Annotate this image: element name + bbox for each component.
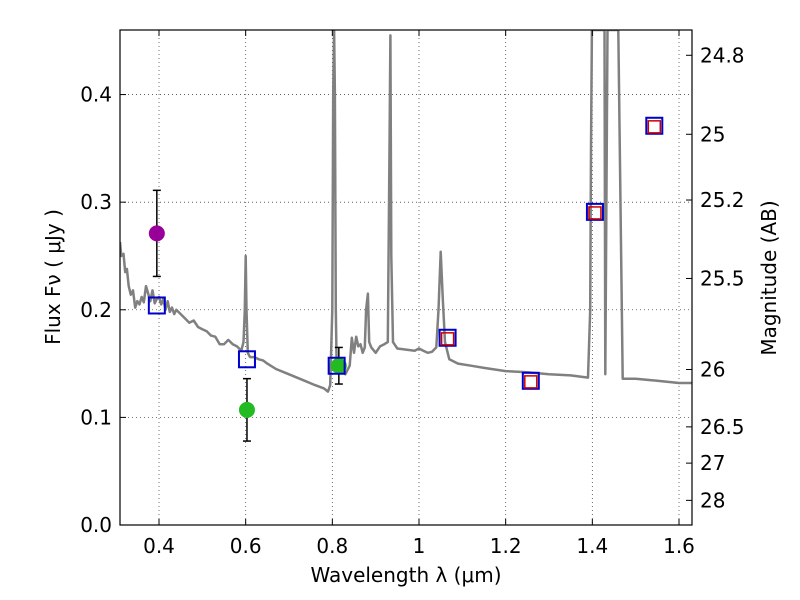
model-spectrum-line [120,30,692,393]
photometry-point [238,401,255,418]
y2-axis-label: Magnitude (AB) [757,200,781,355]
x-tick-label: 0.4 [143,534,175,558]
y-tick-label: 0.1 [80,405,112,429]
x-tick-label: 1.4 [576,534,608,558]
plot-area [120,30,692,393]
model-photometry-square [147,296,166,315]
photometry-point [148,225,165,242]
y2-tick-label: 25.2 [700,188,745,212]
measured-photometry-square [647,120,662,134]
model-photometry-square [438,328,457,347]
y-tick-label: 0.0 [80,513,112,537]
measured-photometry-square [440,332,455,346]
y2-tick-label: 26.5 [700,415,745,439]
y2-tick-label: 25 [700,122,725,146]
model-photometry-square [521,371,540,390]
model-photometry-square [237,350,256,369]
model-photometry-square [327,356,346,375]
x-axis: 0.4 0.6 0.8 1 1.2 1.4 1.6 [143,30,695,558]
markers [147,116,664,442]
measured-photometry-square [524,375,538,389]
y2-axis: 24.8 25 25.2 25.5 26 26.5 27 28 [686,43,745,512]
y-tick-label: 0.3 [80,190,112,214]
x-axis-label: Wavelength λ (μm) [310,563,501,587]
y2-tick-label: 28 [700,488,725,512]
y-axis-label: Flux Fν ( μJy ) [41,209,65,345]
plot-frame [119,29,693,526]
x-tick-label: 1.6 [663,534,695,558]
y2-tick-label: 24.8 [700,43,745,67]
y2-tick-label: 27 [700,451,725,475]
y2-tick-label: 26 [700,358,725,382]
photometry-point [330,357,347,374]
model-photometry-square [585,202,604,221]
x-tick-label: 0.8 [316,534,348,558]
y-tick-label: 0.2 [80,298,112,322]
y-axis: 0.0 0.1 0.2 0.3 0.4 [80,83,126,537]
model-photometry-square [645,116,664,135]
y2-tick-label: 25.5 [700,266,745,290]
y-tick-label: 0.4 [80,83,112,107]
x-tick-label: 1.2 [490,534,522,558]
measured-photometry-square [588,206,602,220]
x-tick-label: 0.6 [230,534,262,558]
x-tick-label: 1 [413,534,426,558]
